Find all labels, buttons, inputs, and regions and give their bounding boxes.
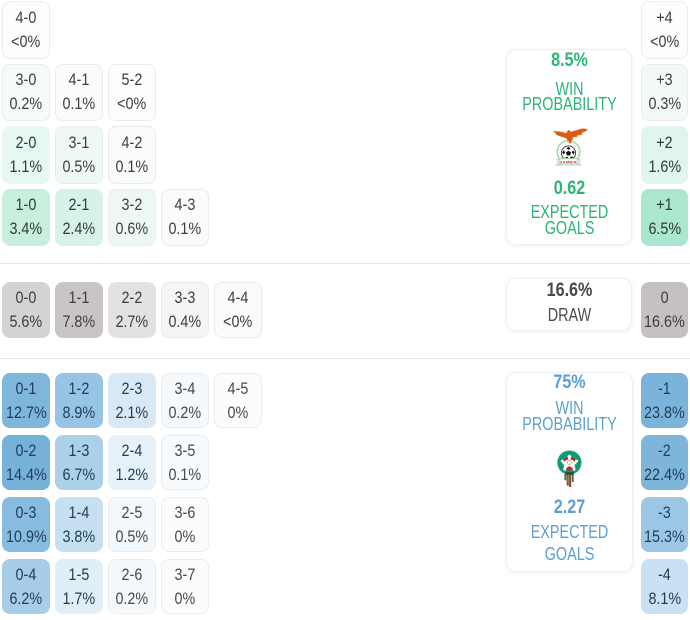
svg-text:ZAMBIA: ZAMBIA bbox=[560, 159, 577, 164]
